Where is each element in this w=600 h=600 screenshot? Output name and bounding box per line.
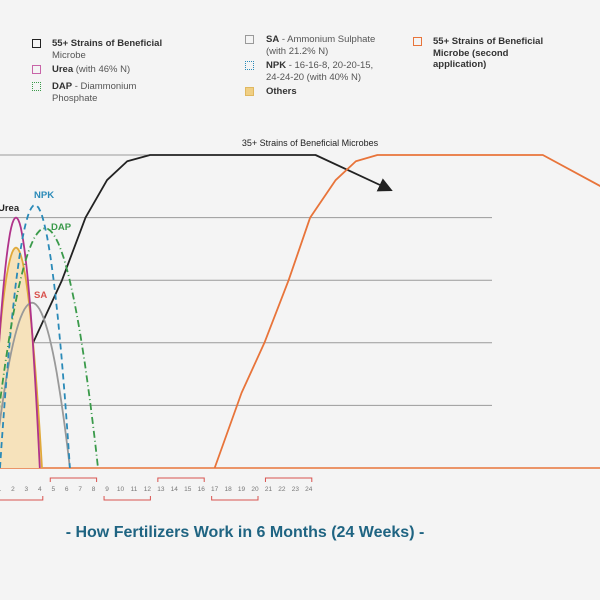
legend-swatch-microbe (32, 39, 41, 48)
x-tick-label: 19 (238, 486, 246, 493)
x-tick-label: 13 (157, 486, 165, 493)
x-tick-label: 9 (105, 486, 109, 493)
series-label-dap: DAP (51, 222, 72, 233)
series-label-sa: SA (34, 290, 47, 301)
x-tick-label: 15 (184, 486, 192, 493)
x-tick-label: 16 (198, 486, 206, 493)
series-55-strains-of-beneficial-microbe-second-application (213, 154, 600, 469)
x-tick-label: 10 (117, 486, 125, 493)
chart-title: - How Fertilizers Work in 6 Months (24 W… (65, 524, 425, 541)
x-tick-label: 5 (51, 486, 55, 493)
x-tick-label: 14 (171, 486, 179, 493)
x-tick-label: 11 (131, 486, 138, 493)
x-tick-label: 4 (38, 486, 42, 493)
x-tick-label: 3 (25, 486, 29, 493)
series-label-npk: NPK (34, 190, 54, 201)
x-tick-label: 1 (0, 486, 2, 493)
x-tick-label: 18 (224, 486, 232, 493)
legend-swatch-sa (245, 35, 254, 44)
month-bracket (264, 477, 313, 482)
x-tick-label: 8 (92, 486, 96, 493)
month-bracket (211, 496, 259, 501)
x-tick-label: 20 (251, 486, 259, 493)
series-55-strains-of-beneficial-microbe (0, 154, 393, 421)
legend-swatch-microbe-second (413, 37, 422, 46)
legend-item-dap: DAP - Diammonium Phosphate (52, 81, 137, 104)
x-tick-label: 24 (305, 486, 313, 493)
series-urea (0, 216, 41, 469)
legend-item-sa: SA - Ammonium Sulphate (with 21.2% N) (266, 34, 376, 57)
series-label-urea: Urea (0, 203, 20, 214)
x-tick-label: 22 (278, 486, 286, 493)
x-tick-label: 12 (144, 486, 152, 493)
legend-item-npk: NPK - 16-16-8, 20-20-15, 24-24-20 (with … (266, 60, 374, 83)
x-tick-label: 6 (65, 486, 69, 493)
series-dap (0, 227, 99, 469)
x-tick-label: 7 (78, 486, 82, 493)
legend-item-microbe: 55+ Strains of Beneficial Microbe (52, 38, 163, 61)
month-bracket (103, 496, 151, 501)
legend-swatch-urea (32, 65, 41, 74)
x-tick-label: 17 (211, 486, 219, 493)
x-tick-label: 2 (11, 486, 15, 493)
legend-swatch-npk (245, 61, 254, 70)
legend-item-others: Others (266, 86, 297, 97)
annotation-label: 35+ Strains of Beneficial Microbes (242, 138, 379, 148)
month-bracket (0, 496, 44, 501)
month-bracket (157, 477, 205, 482)
legend-swatch-others (245, 87, 254, 96)
legend-swatch-dap (32, 82, 41, 91)
month-bracket (49, 477, 98, 482)
x-tick-label: 21 (265, 486, 273, 493)
x-tick-label: 23 (292, 486, 300, 493)
legend-item-urea: Urea (with 46% N) (52, 64, 131, 75)
legend-item-microbe-second: 55+ Strains of Beneficial Microbe (secon… (433, 36, 544, 70)
